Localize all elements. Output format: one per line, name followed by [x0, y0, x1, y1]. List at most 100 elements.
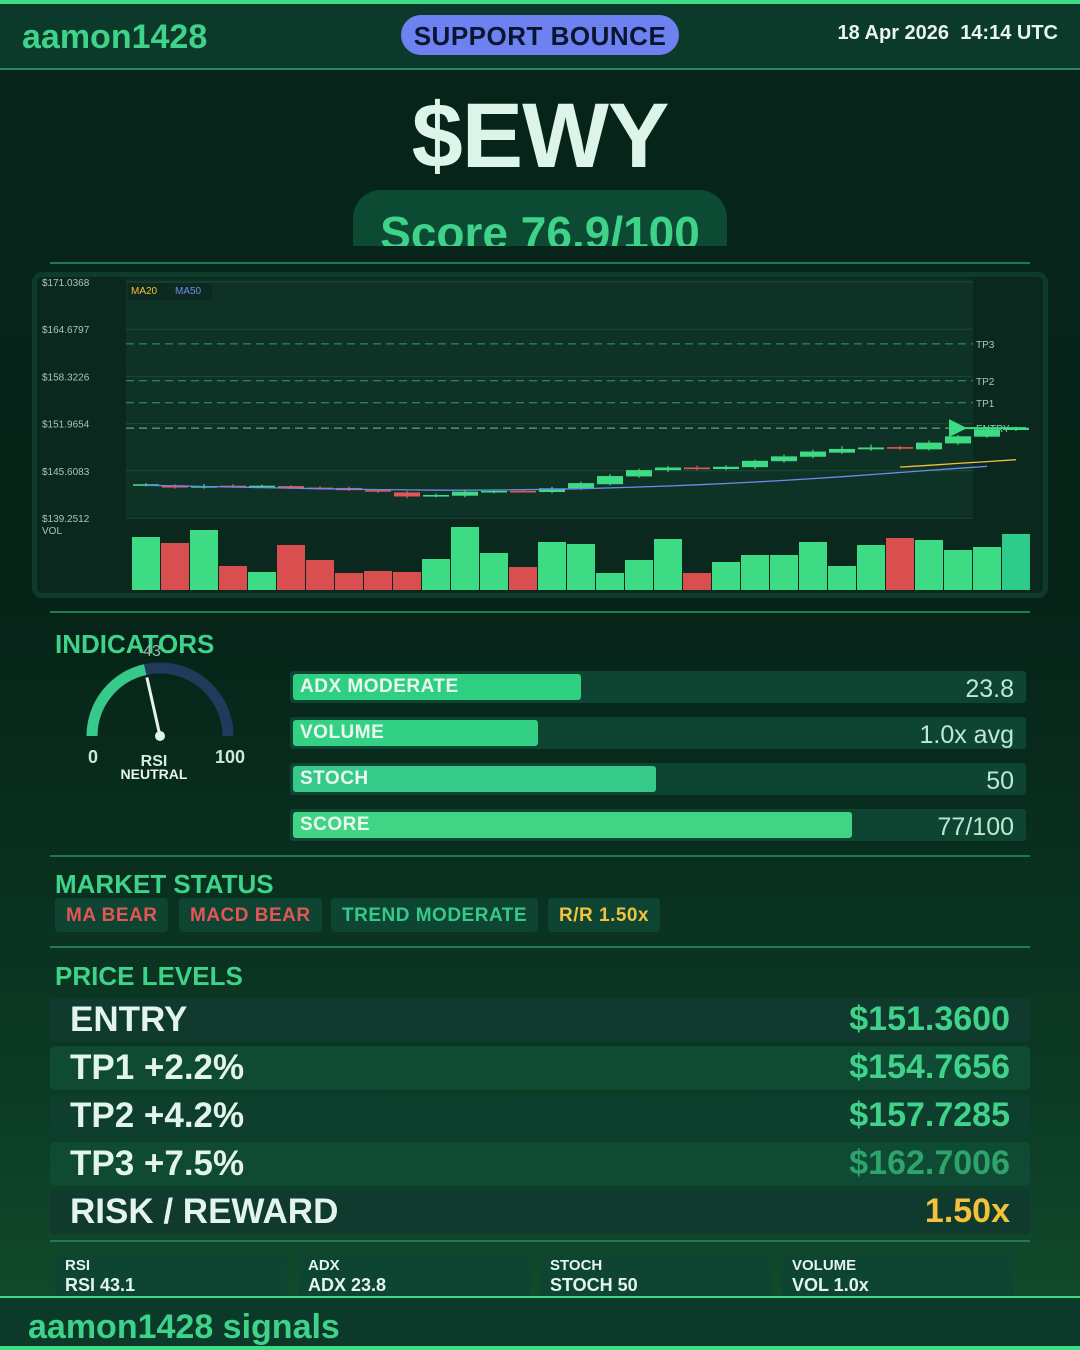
volume-bar [770, 555, 798, 590]
ticker-symbol: $EWY [411, 85, 670, 187]
volume-bar [306, 560, 334, 590]
indicator-bar-fill [293, 812, 853, 838]
candle-body [626, 470, 652, 477]
indicator-bar-value: 50 [986, 767, 1014, 795]
candle-body [684, 467, 710, 470]
volume-bar [712, 562, 740, 590]
status-tag: MA BEAR [55, 898, 169, 932]
indicator-bar-value: 23.8 [965, 675, 1014, 703]
volume-bar [683, 573, 711, 590]
plot-area [126, 279, 973, 516]
stat-value: RSI 43.1 [65, 1275, 136, 1295]
y-tick-label: $164.6797 [42, 325, 90, 336]
y-tick-label: $139.2512 [42, 514, 90, 525]
rsi-gauge: 43 0 100 RSI NEUTRAL [86, 643, 245, 782]
indicator-bar-label: VOLUME [300, 722, 385, 743]
rsi-gauge-fill [86, 664, 147, 737]
volume-bar [190, 530, 218, 590]
candle-body [452, 491, 478, 496]
divider [50, 855, 1030, 857]
rsi-needle [145, 677, 162, 737]
score-badge: Score 76.9/100 [353, 190, 727, 246]
divider [50, 946, 1030, 948]
price-chart[interactable]: $171.0368 $164.6797 $158.3226 $151.9654 $145… [32, 272, 1048, 598]
price-level-name: ENTRY [70, 1000, 188, 1039]
price-level-row: TP3 +7.5% $162.7006 [50, 1142, 1030, 1186]
volume-bar [973, 547, 1001, 590]
rsi-needle-hub [155, 731, 165, 741]
price-level-row: TP1 +2.2% $154.7656 [50, 1046, 1030, 1090]
rsi-value: 43 [143, 643, 161, 660]
candle-body [510, 490, 536, 493]
date-text: 18 Apr 2026 [837, 22, 950, 44]
price-level-value: $157.7285 [849, 1096, 1010, 1134]
status-tag: MACD BEAR [179, 898, 322, 932]
legend-box [128, 283, 212, 300]
volume-bar [451, 527, 479, 590]
candle-body [365, 490, 391, 492]
signal-badge: SUPPORT BOUNCE [401, 15, 679, 55]
price-level-row: RISK / REWARD 1.50x [50, 1190, 1030, 1234]
volume-bar [335, 573, 363, 590]
candle-body [423, 494, 449, 497]
indicator-bar: ADX MODERATE 23.8 [290, 671, 1026, 703]
indicator-bar-label: SCORE [300, 814, 371, 835]
status-tag: TREND MODERATE [331, 898, 539, 932]
indicator-bar: SCORE 77/100 [290, 809, 1026, 841]
y-tick-label: $171.0368 [42, 278, 90, 289]
volume-bar [219, 566, 247, 590]
candle-body [278, 486, 304, 489]
candle-body [858, 447, 884, 450]
legend-ma50: MA50 [175, 286, 202, 297]
volume-bar [1002, 534, 1030, 590]
market-status-title: MARKET STATUS [55, 869, 274, 899]
indicator-bar-fill [293, 720, 539, 746]
indicator-bar-value: 1.0x avg [919, 721, 1014, 749]
volume-bar [741, 555, 769, 590]
volume-bar [886, 538, 914, 590]
volume-bar [857, 545, 885, 590]
volume-bar [567, 544, 595, 590]
candle-body [597, 476, 623, 485]
time-text: 14:14 UTC [960, 22, 1058, 44]
y-tick-label: $145.6083 [42, 467, 90, 478]
rsi-max-label: 100 [215, 747, 245, 767]
level-label: TP3 [976, 340, 995, 351]
indicator-bar-label: ADX MODERATE [300, 676, 459, 697]
entry-arrow-icon [949, 419, 967, 438]
volume-bar [944, 550, 972, 590]
stat-value: ADX 23.8 [308, 1275, 387, 1295]
indicator-bar: VOLUME 1.0x avg [290, 717, 1026, 749]
candle-body [539, 488, 565, 493]
status-tag: R/R 1.50x [548, 898, 661, 932]
stat-box: VOLUME VOL 1.0x [782, 1254, 1014, 1296]
stat-value: VOL 1.0x [792, 1275, 869, 1295]
price-level-name: TP1 +2.2% [70, 1048, 245, 1087]
price-level-value: 1.50x [924, 1192, 1010, 1230]
price-level-value: $154.7656 [849, 1048, 1010, 1086]
candle-body [249, 485, 275, 488]
volume-bar [161, 543, 189, 590]
candle-body [394, 492, 420, 497]
stat-box: ADX ADX 23.8 [298, 1254, 530, 1296]
volume-bar [799, 542, 827, 590]
timestamp: 18 Apr 2026 14:14 UTC [838, 22, 1059, 45]
stat-label: STOCH [550, 1257, 603, 1274]
indicator-bar-label: STOCH [300, 768, 369, 789]
volume-bar [915, 540, 943, 590]
legend-ma20: MA20 [131, 286, 158, 297]
price-level-row: ENTRY $151.3600 [50, 998, 1030, 1042]
ma50-line [145, 465, 988, 491]
rsi-state-label: NEUTRAL [121, 766, 188, 782]
volume-bar [625, 560, 653, 590]
candle-body [887, 447, 913, 449]
indicator-bar-fill [293, 674, 582, 700]
indicators-title: INDICATORS [55, 629, 215, 659]
candle-body [133, 484, 159, 486]
volume-bar [509, 567, 537, 590]
volume-bar [422, 559, 450, 590]
price-level-name: RISK / REWARD [70, 1192, 339, 1231]
candle-body [713, 466, 739, 470]
footer-brand: aamon1428 signals [28, 1308, 340, 1346]
volume-bar [480, 553, 508, 590]
